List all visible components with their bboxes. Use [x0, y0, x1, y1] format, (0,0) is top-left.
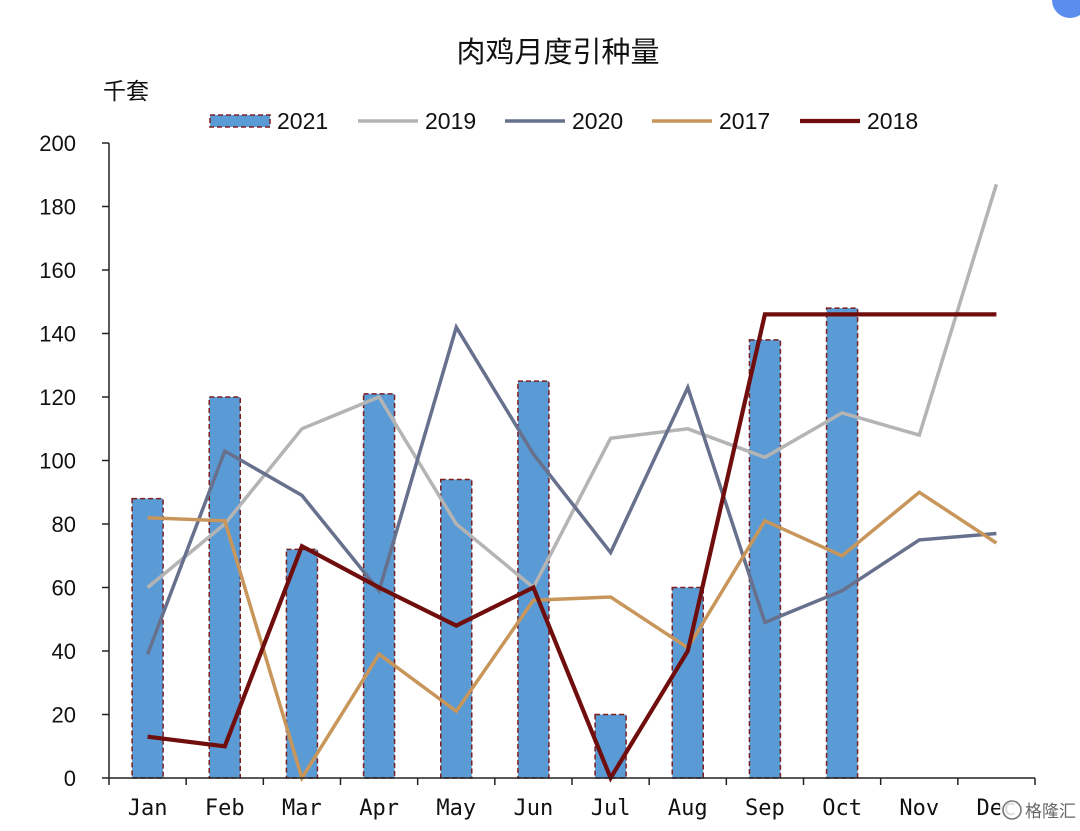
legend-swatch-2021	[209, 114, 271, 128]
y-axis-ticks: 0 20 40 60 80 100 120 140 160 180 200	[39, 131, 109, 791]
y-tick-label: 180	[39, 195, 76, 220]
y-tick-label: 140	[39, 322, 76, 347]
y-tick-label: 60	[52, 576, 76, 601]
y-axis-unit-label: 千套	[103, 79, 149, 105]
legend-label-2020: 2020	[572, 108, 623, 134]
bar-series	[131, 307, 859, 779]
bar-2021-Jan	[131, 497, 164, 779]
y-tick-label: 0	[64, 766, 76, 791]
line-series-2017	[147, 490, 998, 783]
line-series-2019	[146, 183, 999, 591]
x-tick-label: Aug	[668, 796, 708, 821]
chart-title: 肉鸡月度引种量	[456, 35, 659, 69]
x-axis-ticks: Jan Feb Mar Apr May Jun Jul Aug Sep Oct Nov Dec	[108, 778, 1036, 821]
bar-2021-Aug	[671, 586, 704, 779]
x-tick-label: Apr	[359, 796, 399, 821]
x-tick-label: Oct	[822, 796, 862, 821]
bar-2021-Sep	[748, 339, 782, 779]
x-tick-label: Nov	[899, 796, 939, 821]
y-tick-label: 80	[52, 512, 76, 537]
bar-2021-May	[440, 478, 473, 779]
line-series-2018	[147, 312, 997, 783]
legend: 2021 2019 2020 2017 2018	[209, 108, 918, 134]
watermark-background	[1000, 795, 1080, 825]
x-tick-label: Feb	[205, 796, 245, 821]
legend-label-2017: 2017	[719, 108, 770, 134]
legend-label-2021: 2021	[277, 108, 328, 134]
y-tick-label: 20	[52, 703, 76, 728]
y-tick-label: 40	[52, 639, 76, 664]
x-tick-label: Mar	[282, 796, 322, 821]
x-tick-label: Jun	[514, 796, 554, 821]
bar-2021-Oct	[825, 307, 859, 779]
bar-2021-Jul	[594, 713, 627, 779]
line-series-2020	[145, 322, 997, 655]
watermark-text: 格隆汇	[1025, 802, 1076, 822]
legend-label-2018: 2018	[867, 108, 918, 134]
watermark: 格隆汇	[1000, 795, 1080, 825]
y-tick-label: 100	[39, 449, 76, 474]
x-tick-label: Jul	[591, 796, 631, 821]
x-tick-label: May	[436, 796, 476, 821]
y-tick-label: 120	[39, 385, 76, 410]
y-tick-label: 200	[39, 131, 76, 156]
corner-badge-icon	[1052, 0, 1080, 18]
glh-logo-icon	[1002, 800, 1022, 820]
x-tick-label: Jan	[128, 796, 168, 821]
line-series	[145, 183, 999, 783]
legend-label-2019: 2019	[425, 108, 476, 134]
x-tick-label: Sep	[745, 796, 785, 821]
y-tick-label: 160	[39, 258, 76, 283]
